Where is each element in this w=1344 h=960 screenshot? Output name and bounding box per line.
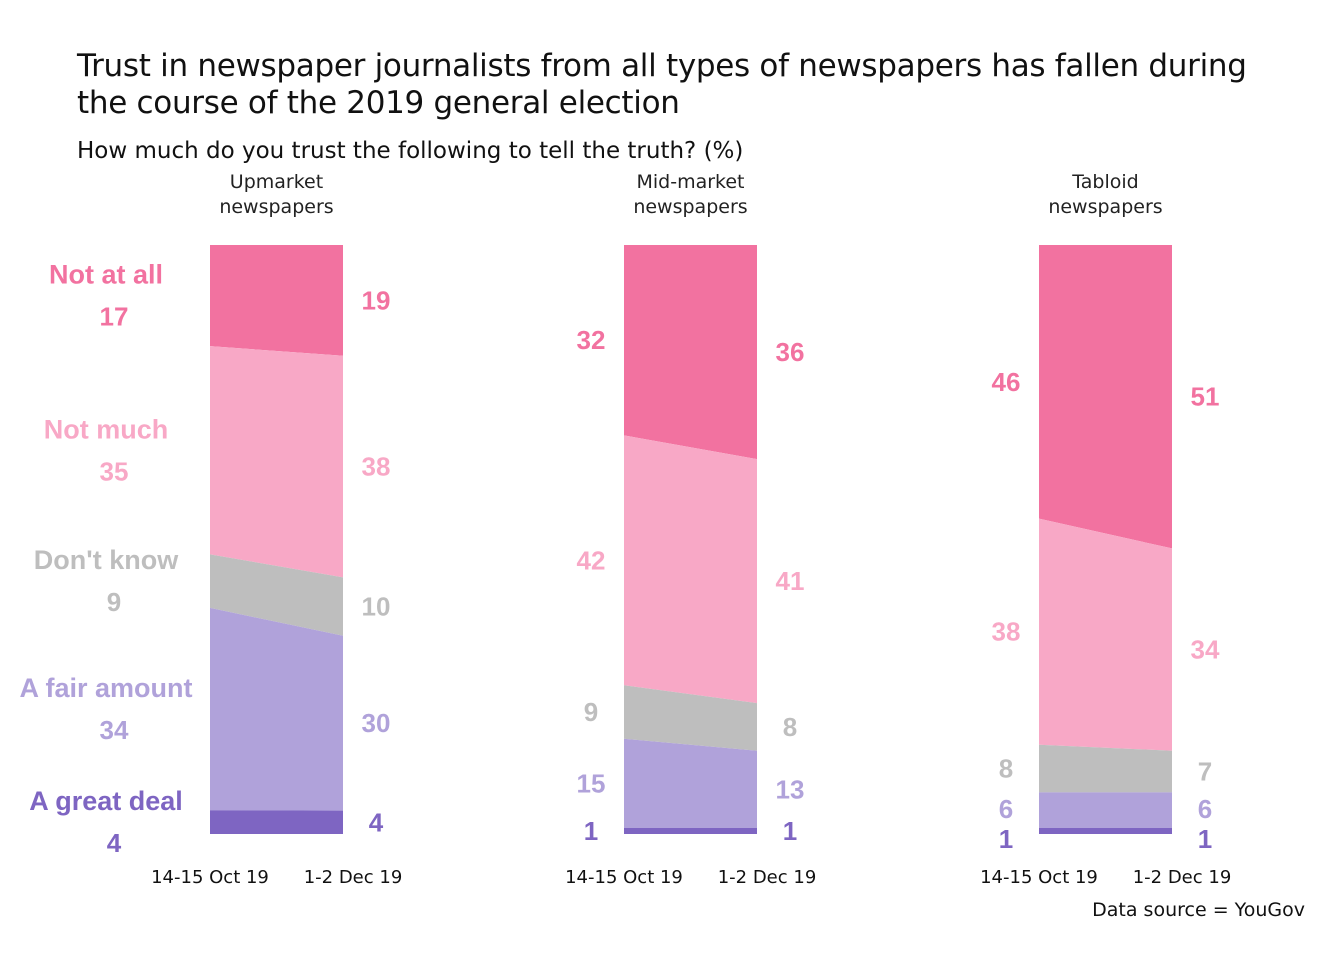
upmarket-newspapers-value-right-not-much: 38 bbox=[362, 452, 391, 482]
mid-market-newspapers-value-left-a-fair-amount: 15 bbox=[577, 768, 606, 798]
category-label-a-fair-amount: A fair amount bbox=[19, 673, 192, 703]
upmarket-newspapers-band-not-at-all bbox=[210, 245, 343, 356]
chart-title: Trust in newspaper journalists from all … bbox=[77, 48, 1247, 122]
tabloid-newspapers-xtick-dec: 1-2 Dec 19 bbox=[1133, 867, 1232, 888]
tabloid-newspapers-value-left-a-fair-amount: 6 bbox=[999, 794, 1013, 824]
chart-title-line-2: the course of the 2019 general election bbox=[77, 85, 680, 121]
mid-market-newspapers-value-right-not-much: 41 bbox=[776, 566, 805, 596]
mid-market-newspapers-value-left-not-at-all: 32 bbox=[577, 325, 606, 355]
tabloid-newspapers-band-not-much bbox=[1039, 518, 1172, 751]
upmarket-newspapers-value-left-a-great-deal: 4 bbox=[107, 828, 122, 858]
tabloid-newspapers-value-left-don-t-know: 8 bbox=[999, 754, 1013, 784]
tabloid-newspapers-title-line-1: Tabloid bbox=[1071, 171, 1138, 193]
upmarket-newspapers-value-left-not-much: 35 bbox=[100, 456, 129, 486]
mid-market-newspapers-value-right-a-great-deal: 1 bbox=[783, 816, 797, 846]
tabloid-newspapers-band-not-at-all bbox=[1039, 245, 1172, 549]
category-label-not-much: Not much bbox=[44, 414, 169, 444]
upmarket-newspapers-band-not-much bbox=[210, 346, 343, 578]
mid-market-newspapers-title-line-1: Mid-market bbox=[636, 171, 744, 193]
upmarket-newspapers-value-right-a-fair-amount: 30 bbox=[362, 708, 391, 738]
tabloid-newspapers-band-a-great-deal bbox=[1039, 828, 1172, 834]
mid-market-newspapers-band-a-great-deal bbox=[624, 828, 757, 834]
tabloid-newspapers-value-left-a-great-deal: 1 bbox=[999, 824, 1013, 854]
mid-market-newspapers-value-left-don-t-know: 9 bbox=[584, 697, 598, 727]
upmarket-newspapers-band-don-t-know bbox=[210, 554, 343, 636]
mid-market-newspapers-value-left-not-much: 42 bbox=[577, 545, 606, 575]
tabloid-newspapers-value-right-don-t-know: 7 bbox=[1198, 757, 1212, 787]
upmarket-newspapers-title-line-1: Upmarket bbox=[230, 171, 323, 193]
upmarket-newspapers-value-right-a-great-deal: 4 bbox=[369, 807, 384, 837]
upmarket-newspapers-value-left-not-at-all: 17 bbox=[100, 302, 129, 332]
tabloid-newspapers-band-a-fair-amount bbox=[1039, 792, 1172, 829]
mid-market-newspapers-value-right-don-t-know: 8 bbox=[783, 712, 797, 742]
tabloid-newspapers-value-left-not-much: 38 bbox=[992, 617, 1021, 647]
mid-market-newspapers-value-left-a-great-deal: 1 bbox=[584, 816, 598, 846]
mid-market-newspapers-value-right-not-at-all: 36 bbox=[776, 337, 805, 367]
tabloid-newspapers-xtick-oct: 14-15 Oct 19 bbox=[980, 867, 1098, 888]
chart-subtitle: How much do you trust the following to t… bbox=[77, 138, 744, 164]
upmarket-newspapers-value-right-not-at-all: 19 bbox=[362, 285, 391, 315]
category-label-a-great-deal: A great deal bbox=[29, 786, 183, 816]
upmarket-newspapers-xtick-dec: 1-2 Dec 19 bbox=[304, 867, 403, 888]
upmarket-newspapers-xtick-oct: 14-15 Oct 19 bbox=[151, 867, 269, 888]
tabloid-newspapers-value-right-not-much: 34 bbox=[1191, 635, 1220, 665]
mid-market-newspapers-band-not-much bbox=[624, 435, 757, 704]
mid-market-newspapers-band-a-fair-amount bbox=[624, 738, 757, 829]
mid-market-newspapers-value-right-a-fair-amount: 13 bbox=[776, 774, 805, 804]
category-label-don-t-know: Don't know bbox=[34, 545, 179, 575]
mid-market-newspapers-band-not-at-all bbox=[624, 245, 757, 460]
tabloid-newspapers-title-line-2: newspapers bbox=[1048, 196, 1162, 218]
data-source: Data source = YouGov bbox=[1092, 899, 1305, 921]
mid-market-newspapers-band-don-t-know bbox=[624, 685, 757, 751]
tabloid-newspapers-value-right-a-great-deal: 1 bbox=[1198, 824, 1212, 854]
mid-market-newspapers-xtick-oct: 14-15 Oct 19 bbox=[565, 867, 683, 888]
upmarket-newspapers-value-left-don-t-know: 9 bbox=[107, 587, 121, 617]
tabloid-newspapers-value-right-a-fair-amount: 6 bbox=[1198, 794, 1212, 824]
upmarket-newspapers-band-a-fair-amount bbox=[210, 607, 343, 811]
tabloid-newspapers-value-right-not-at-all: 51 bbox=[1191, 382, 1220, 412]
tabloid-newspapers-band-don-t-know bbox=[1039, 744, 1172, 793]
upmarket-newspapers-band-a-great-deal bbox=[210, 810, 343, 834]
chart-title-line-1: Trust in newspaper journalists from all … bbox=[77, 48, 1247, 84]
mid-market-newspapers-title-line-2: newspapers bbox=[633, 196, 747, 218]
upmarket-newspapers-title-line-2: newspapers bbox=[219, 196, 333, 218]
mid-market-newspapers-xtick-dec: 1-2 Dec 19 bbox=[718, 867, 817, 888]
tabloid-newspapers-value-left-not-at-all: 46 bbox=[992, 367, 1021, 397]
category-label-not-at-all: Not at all bbox=[49, 260, 163, 290]
upmarket-newspapers-value-right-don-t-know: 10 bbox=[362, 592, 391, 622]
upmarket-newspapers-value-left-a-fair-amount: 34 bbox=[100, 715, 129, 745]
